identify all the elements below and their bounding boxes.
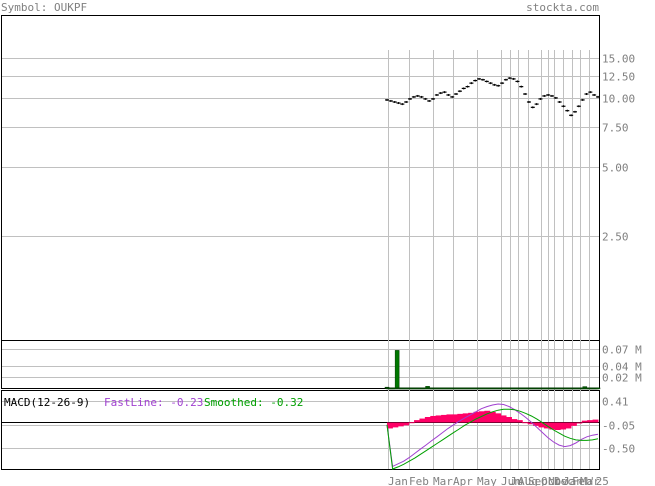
macd-histogram-bar xyxy=(387,422,393,429)
fastline-legend: FastLine: -0.23 xyxy=(104,396,203,409)
macd-histogram-bar xyxy=(457,413,464,423)
macd-histogram-bar xyxy=(397,422,404,427)
x-tick-label: Aug xyxy=(518,475,538,486)
macd-histogram-bar xyxy=(570,422,577,426)
volume-bar xyxy=(595,387,601,390)
macd-histogram-bar xyxy=(560,422,567,430)
macd-histogram-bar xyxy=(516,420,523,423)
macd-histogram-bar xyxy=(581,420,588,423)
volume-tick-label: 0.07 M xyxy=(602,344,642,357)
x-tick-label: Feb xyxy=(572,475,592,486)
macd-histogram-bar xyxy=(441,414,448,423)
macd-title: MACD(12-26-9) xyxy=(4,396,90,409)
grid-lines xyxy=(2,50,599,469)
x-tick-label: Jan xyxy=(563,475,583,486)
x-tick-label: Jul xyxy=(510,475,530,486)
macd-histogram-bar xyxy=(538,422,545,428)
macd-histogram-bar xyxy=(424,417,431,423)
macd-histogram-bar xyxy=(565,422,572,429)
macd-histogram-bar xyxy=(435,415,442,423)
symbol-label: Symbol: OUKPF xyxy=(1,1,87,14)
macd-histogram-bar xyxy=(549,422,556,430)
macd-histogram-bar xyxy=(554,422,561,430)
macd-smoothed-line xyxy=(386,408,599,470)
macd-tick-label: -0.05 xyxy=(602,420,635,433)
axis-tick-labels: Jan Feb Mar Apr May JunJulAugSepOctNovDecJanF… xyxy=(388,53,642,486)
macd-histogram-bar xyxy=(576,422,583,424)
price-tick-label: 12.50 xyxy=(602,71,635,84)
x-tick-label: Jun xyxy=(501,475,521,486)
macd-histogram-bar xyxy=(419,418,426,423)
volume-panel xyxy=(1,340,600,389)
macd-histogram-bar xyxy=(468,412,475,423)
x-tick-label: Dec xyxy=(554,475,574,486)
macd-panel xyxy=(1,390,600,470)
price-tick-label: 10.00 xyxy=(602,93,635,106)
macd-fastline xyxy=(386,403,599,468)
macd-histogram-bar xyxy=(484,410,491,423)
macd-tick-label: -0.50 xyxy=(602,443,635,456)
x-tick-label: Oct xyxy=(541,475,561,486)
x-tick-label: Jan xyxy=(388,475,408,486)
macd-histogram-bar xyxy=(592,419,599,423)
macd-histogram-bar xyxy=(392,422,399,428)
volume-bars xyxy=(384,350,601,390)
macd-histogram-bar xyxy=(511,419,518,423)
x-tick-label: Mar xyxy=(433,475,453,486)
macd-histogram-bar xyxy=(495,413,502,423)
macd-histogram-bar xyxy=(522,422,529,424)
macd-histogram-bar xyxy=(414,420,420,423)
site-name: stockta.com xyxy=(526,1,599,14)
macd-histogram-bar xyxy=(527,422,534,425)
x-tick-label: Sep xyxy=(528,475,548,486)
macd-histogram-bar xyxy=(446,414,453,423)
volume-tick-label: 0.04 M xyxy=(602,361,642,374)
price-series xyxy=(385,77,600,117)
volume-tick-label: 0.02 M xyxy=(602,372,642,385)
macd-histogram-bar xyxy=(587,420,594,423)
macd-histogram-bar xyxy=(408,422,415,424)
x-tick-label: '25 xyxy=(589,475,609,486)
macd-histogram-bar xyxy=(506,417,512,423)
macd-histogram-bar xyxy=(500,415,507,423)
volume-bar xyxy=(394,350,400,389)
macd-histogram-bar xyxy=(478,411,485,423)
macd-tick-label: 0.41 xyxy=(602,396,629,409)
price-tick-label: 15.00 xyxy=(602,53,635,66)
macd-histogram-bar xyxy=(533,422,539,426)
price-panel xyxy=(1,15,600,341)
macd-histogram-bar xyxy=(489,411,496,423)
smoothed-legend: Smoothed: -0.32 xyxy=(204,396,303,409)
x-tick-label: Feb xyxy=(409,475,429,486)
macd-histogram-bar xyxy=(473,411,480,423)
x-tick-label: Mar xyxy=(580,475,600,486)
macd-histogram-bar xyxy=(403,422,410,426)
x-tick-label: Nov xyxy=(548,475,568,486)
macd-series xyxy=(386,403,599,470)
price-tick-label: 5.00 xyxy=(602,162,629,175)
x-tick-label: Apr xyxy=(453,475,473,486)
x-tick-label: May xyxy=(477,475,497,486)
price-tick-label: 2.50 xyxy=(602,231,629,244)
price-tick-label: 7.50 xyxy=(602,122,629,135)
macd-histogram-bar xyxy=(430,415,437,423)
macd-histogram-bar xyxy=(451,414,458,423)
